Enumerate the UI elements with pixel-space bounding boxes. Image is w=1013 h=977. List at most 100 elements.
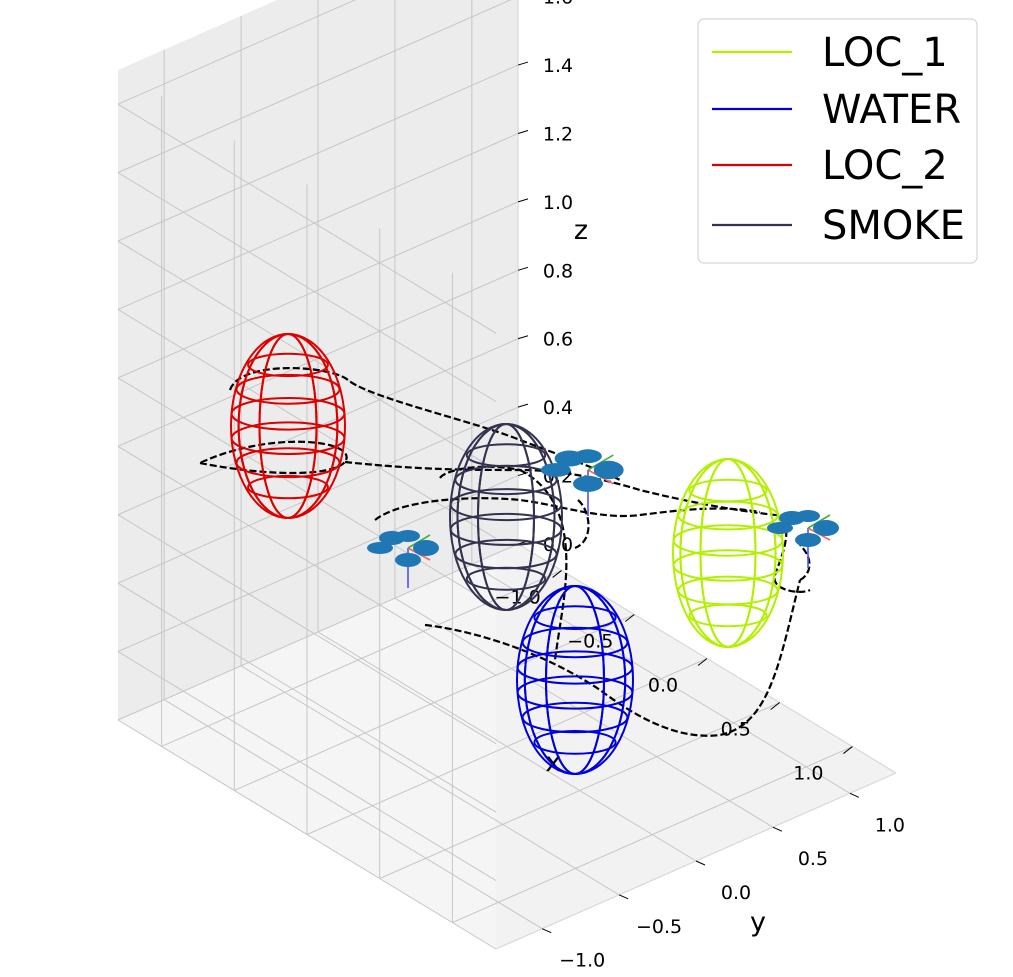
ellipsoid-parallel (672, 524, 784, 557)
legend-entry-loc_1: LOC_1 (822, 30, 948, 76)
ellipsoid-meridian (679, 458, 777, 648)
ellipsoid-parallel (465, 566, 547, 591)
ellipsoid-parallel (688, 603, 768, 628)
x-tick-mark (843, 746, 853, 754)
drone-3-icon (767, 510, 839, 568)
ellipsoid-water (516, 585, 634, 775)
z-tick-mark (517, 266, 529, 271)
y-tick-label: −1.0 (559, 950, 605, 972)
grid-line (163, 699, 543, 930)
y-axis-label: y (750, 907, 766, 938)
z-tick-label: 0.6 (543, 329, 573, 351)
y-tick-label: 0.5 (798, 848, 828, 870)
trajectory-path (374, 497, 761, 521)
x-tick-label: 1.0 (793, 763, 823, 785)
x-tick-mark (552, 570, 562, 578)
legend: LOC_1 WATER LOC_2 SMOKE (697, 18, 978, 264)
ellipsoid-smoke (449, 423, 563, 611)
y-tick-label: −0.5 (636, 916, 682, 938)
grid-line (117, 172, 497, 403)
grid-line (117, 445, 497, 676)
grid-line (117, 103, 497, 334)
ellipsoid-meridian (237, 333, 339, 519)
ellipsoid-parallel (454, 464, 558, 496)
z-tick-label: 0.4 (543, 397, 573, 419)
z-tick-label: 1.6 (543, 0, 573, 9)
grid-line (240, 665, 620, 896)
trajectory-path (574, 499, 590, 550)
y-tick-mark (772, 826, 783, 832)
grid-line (117, 514, 497, 745)
legend-entry-smoke: SMOKE (822, 203, 965, 249)
ellipsoid-group (230, 333, 784, 775)
drone-rotor (573, 475, 603, 492)
grid-line (117, 201, 519, 379)
grid-line (117, 0, 357, 105)
grid-line (117, 133, 519, 310)
ellipsoid-parallel (516, 650, 634, 685)
ellipsoid-parallel (521, 701, 629, 734)
y-tick-mark (849, 792, 860, 798)
x-tick-mark (625, 614, 635, 622)
drone-rotor (593, 460, 624, 480)
ellipsoid-parallel (449, 488, 563, 522)
drone-group (367, 449, 839, 588)
drone-rotor (540, 463, 571, 477)
trajectory-path (799, 544, 811, 581)
z-tick-label: 1.2 (543, 123, 573, 145)
grid-line (394, 597, 774, 828)
drone-rotor (767, 522, 793, 534)
z-tick-mark (517, 129, 529, 134)
legend-box (697, 18, 978, 264)
grid-line (117, 582, 497, 813)
ellipsoid-parallel (230, 397, 346, 431)
drone-rotor (574, 449, 602, 464)
y-tick-mark (541, 928, 552, 934)
z-tick-mark (517, 335, 529, 340)
drone-rotor (795, 533, 821, 547)
drone-rotor (796, 510, 820, 522)
x-tick-label: −0.5 (567, 630, 613, 652)
z-tick-mark (517, 198, 529, 203)
ellipsoid-parallel (235, 373, 341, 405)
z-tick-mark (517, 403, 529, 408)
ellipsoid-meridian (523, 585, 627, 775)
ellipsoid-parallel (516, 675, 634, 710)
trajectory-path (519, 469, 568, 661)
drone-rotor (396, 530, 420, 542)
grid-line (471, 563, 851, 794)
x-tick-mark (697, 658, 708, 666)
ellipsoid-parallel (247, 474, 329, 500)
ellipsoid-loc_1 (672, 458, 784, 648)
y-tick-label: 0.0 (721, 882, 751, 904)
ellipsoid-meridian (456, 423, 556, 611)
ellipsoid-parallel (677, 500, 779, 531)
legend-entry-loc_2: LOC_2 (822, 143, 948, 189)
ellipsoid-parallel (235, 447, 341, 479)
grid-line (117, 64, 519, 242)
ellipsoid-parallel (449, 512, 563, 546)
grid-line (317, 631, 697, 862)
ellipsoid-parallel (688, 478, 768, 503)
grid-line (117, 719, 497, 950)
ellipsoid-parallel (230, 421, 346, 456)
z-tick-mark (517, 61, 529, 66)
grid-line (117, 651, 497, 882)
legend-entry-water: WATER (822, 87, 961, 133)
z-tick-label: 1.0 (543, 192, 573, 214)
y-tick-mark (618, 894, 629, 900)
ellipsoid-meridian (699, 458, 757, 648)
ellipsoid-parallel (672, 549, 784, 582)
ellipsoid-meridian (672, 458, 784, 648)
drone-rotor (813, 520, 839, 536)
trajectory-path (196, 440, 348, 475)
grid-line (117, 0, 512, 174)
drone-rotor (367, 542, 393, 554)
ellipsoid-parallel (533, 605, 617, 630)
ellipsoid-parallel (521, 626, 629, 659)
ellipsoid-parallel (533, 730, 617, 755)
drone-rotor (413, 540, 439, 556)
drone-1-icon (540, 449, 624, 516)
x-tick-label: 0.0 (648, 675, 678, 697)
z-tick-mark (517, 472, 529, 477)
